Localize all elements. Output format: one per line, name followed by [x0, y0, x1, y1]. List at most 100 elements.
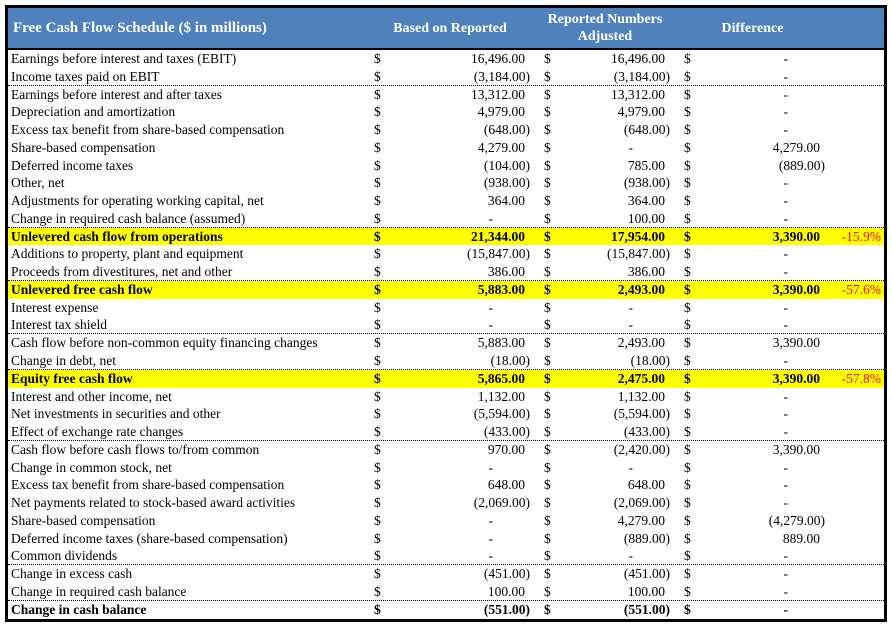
reported-adjusted-cell: $ -: [535, 547, 675, 565]
row-label: Change in excess cash: [11, 566, 133, 582]
reported-adjusted-cell-value: 648.00: [627, 477, 665, 493]
based-on-reported-cell-value: 364.00: [487, 193, 525, 209]
table-row: Net investments in securities and other $…: [8, 405, 884, 423]
currency-symbol: $: [544, 51, 551, 66]
difference-cell: $ -: [675, 547, 830, 565]
based-on-reported-cell-value: 1,132.00: [477, 388, 525, 404]
difference-cell: $4,279.00: [675, 139, 830, 157]
currency-symbol: $: [544, 388, 551, 404]
currency-symbol: $: [544, 139, 551, 155]
based-on-reported-cell: $5,883.00: [365, 281, 535, 299]
reported-adjusted-cell: $4,979.00: [535, 103, 675, 121]
currency-symbol: $: [684, 281, 691, 297]
difference-cell: $ -: [675, 263, 830, 281]
currency-symbol: $: [544, 370, 551, 386]
reported-adjusted-cell-value: (433.00): [623, 424, 670, 440]
based-on-reported-cell-value: 4,279.00: [477, 139, 525, 155]
based-on-reported-cell-value: (18.00): [490, 353, 530, 369]
table-row: Change in excess cash $ (451.00) $ (451.00) $…: [8, 565, 884, 583]
currency-symbol: $: [684, 424, 691, 440]
reported-adjusted-cell: $16,496.00: [535, 50, 675, 68]
currency-symbol: $: [544, 210, 551, 226]
currency-symbol: $: [544, 601, 551, 617]
currency-symbol: $: [374, 530, 381, 546]
difference-cell-value: -: [783, 210, 789, 226]
currency-symbol: $: [684, 193, 691, 209]
reported-adjusted-cell-value: 364.00: [627, 193, 665, 209]
based-on-reported-cell: $100.00: [365, 583, 535, 601]
reported-adjusted-cell-value: (938.00): [623, 175, 670, 191]
currency-symbol: $: [684, 104, 691, 120]
reported-adjusted-cell-value: 100.00: [627, 210, 665, 226]
based-on-reported-cell-value: (2,069.00): [473, 495, 530, 511]
based-on-reported-cell: $970.00: [365, 441, 535, 459]
currency-symbol: $: [374, 139, 381, 155]
based-on-reported-cell-value: -: [488, 512, 494, 528]
based-on-reported-cell: $ (938.00): [365, 174, 535, 192]
currency-symbol: $: [544, 512, 551, 528]
table-row: Change in required cash balance (assumed…: [8, 210, 884, 228]
currency-symbol: $: [544, 122, 551, 138]
free-cash-flow-table: Free Cash Flow Schedule ($ in millions) …: [5, 5, 887, 622]
currency-symbol: $: [684, 122, 691, 138]
reported-adjusted-cell-value: (551.00): [623, 601, 670, 617]
row-label: Common dividends: [11, 548, 118, 564]
currency-symbol: $: [374, 441, 381, 457]
currency-symbol: $: [374, 157, 381, 173]
reported-adjusted-cell: $ -: [535, 459, 675, 477]
difference-cell: $3,390.00: [675, 228, 830, 246]
reported-adjusted-cell-value: -: [628, 548, 634, 564]
reported-adjusted-cell-value: -: [628, 139, 634, 155]
currency-symbol: $: [544, 104, 551, 120]
reported-adjusted-cell: $ (3,184.00): [535, 68, 675, 86]
table-row: Net payments related to stock-based awar…: [8, 494, 884, 512]
currency-symbol: $: [374, 601, 381, 617]
currency-symbol: $: [684, 406, 691, 422]
currency-symbol: $: [684, 441, 691, 457]
difference-cell-value: -: [783, 459, 789, 475]
currency-symbol: $: [374, 246, 381, 262]
currency-symbol: $: [374, 335, 381, 351]
row-label: Proceeds from divestitures, net and othe…: [11, 264, 233, 280]
currency-symbol: $: [374, 51, 381, 66]
currency-symbol: $: [684, 601, 691, 617]
table-row: Adjustments for operating working capita…: [8, 192, 884, 210]
reported-adjusted-cell: $ (889.00): [535, 530, 675, 548]
reported-adjusted-cell: $ (451.00): [535, 565, 675, 583]
difference-cell: $ -: [675, 388, 830, 406]
based-on-reported-cell: $13,312.00: [365, 86, 535, 104]
currency-symbol: $: [684, 388, 691, 404]
row-label: Income taxes paid on EBIT: [11, 68, 160, 84]
difference-cell: $3,390.00: [675, 441, 830, 459]
row-label: Cash flow before non-common equity finan…: [11, 335, 318, 351]
reported-adjusted-cell: $4,279.00: [535, 512, 675, 530]
row-label: Change in required cash balance: [11, 583, 187, 599]
currency-symbol: $: [374, 193, 381, 209]
currency-symbol: $: [544, 566, 551, 582]
column-header-reported-numbers-adjusted: Reported Numbers Adjusted: [547, 12, 663, 44]
difference-cell-value: (4,279.00): [768, 512, 825, 528]
difference-cell: $ -: [675, 103, 830, 121]
table-row: Earnings before interest and taxes (EBIT…: [8, 50, 884, 68]
difference-cell: $ -: [675, 68, 830, 86]
table-row: Change in common stock, net $ - $ - $ -: [8, 459, 884, 477]
based-on-reported-cell-value: -: [488, 317, 494, 333]
based-on-reported-cell-value: (938.00): [483, 175, 530, 191]
row-label: Earnings before interest and after taxes: [11, 86, 223, 102]
table-row: Excess tax benefit from share-based comp…: [8, 121, 884, 139]
reported-adjusted-cell-value: 4,279.00: [617, 512, 665, 528]
row-label: Net investments in securities and other: [11, 406, 221, 422]
table-row: Change in cash balance $ (551.00) $ (551.00)…: [8, 601, 884, 619]
table-row: Cash flow before non-common equity finan…: [8, 334, 884, 352]
currency-symbol: $: [684, 370, 691, 386]
difference-cell: $ -: [675, 86, 830, 104]
currency-symbol: $: [684, 210, 691, 226]
difference-cell-value: 889.00: [782, 530, 820, 546]
reported-adjusted-cell-value: (3,184.00): [613, 68, 670, 84]
reported-adjusted-cell: $ (15,847.00): [535, 245, 675, 263]
currency-symbol: $: [544, 441, 551, 457]
currency-symbol: $: [684, 566, 691, 582]
currency-symbol: $: [544, 459, 551, 475]
difference-cell: $ -: [675, 565, 830, 583]
table-row: Deferred income taxes (share-based compe…: [8, 530, 884, 548]
